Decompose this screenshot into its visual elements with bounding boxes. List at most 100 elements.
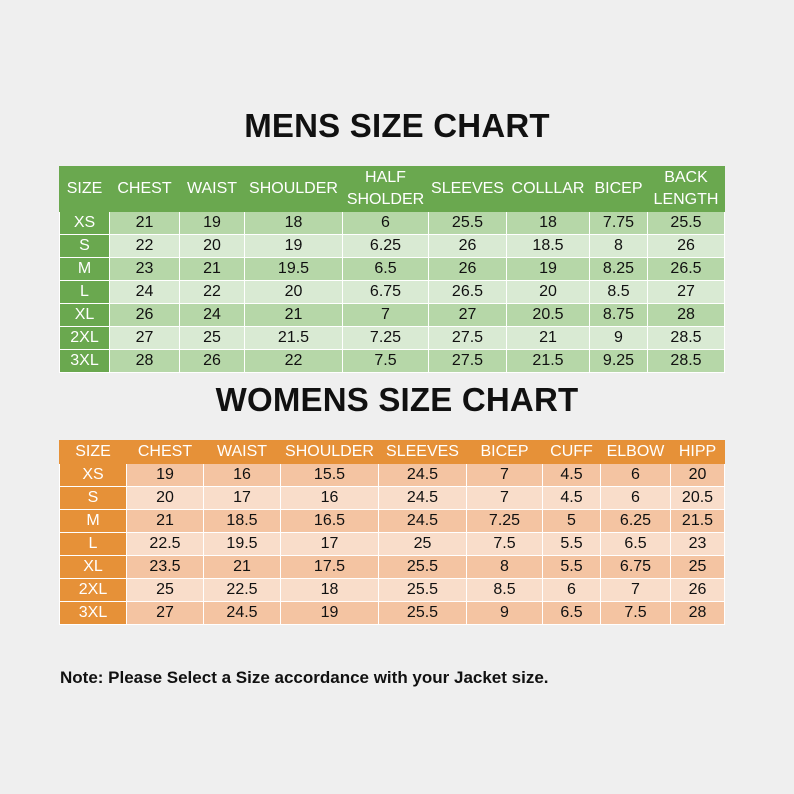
measurement-cell: 27.5 [428,349,507,373]
table-row: M 23 21 19.5 6.5 26 19 8.25 26.5 [59,257,725,281]
measurement-cell: 27 [126,601,204,625]
womens-column-header: SIZE [59,440,127,464]
measurement-cell: 21.5 [670,509,725,533]
measurement-cell: 7 [466,463,543,487]
table-row: XS 21 19 18 6 25.5 18 7.75 25.5 [59,211,725,235]
womens-column-header: CHEST [126,440,204,464]
measurement-cell: 23 [670,532,725,556]
measurement-cell: 26 [428,257,507,281]
size-label-cell: L [59,532,127,556]
measurement-cell: 25.5 [647,211,725,235]
measurement-cell: 8 [466,555,543,579]
table-row: S 20 17 16 24.5 7 4.5 6 20.5 [59,486,725,510]
size-label-cell: 3XL [59,601,127,625]
womens-column-header: SHOULDER [280,440,379,464]
measurement-cell: 19 [179,211,245,235]
measurement-cell: 25.5 [428,211,507,235]
size-label-cell: S [59,486,127,510]
measurement-cell: 8.25 [589,257,648,281]
womens-column-header: SLEEVES [378,440,467,464]
mens-header-row: SIZE CHEST WAIST SHOULDER HALF SHOLDER SLEEVE… [59,166,725,212]
measurement-cell: 7 [466,486,543,510]
measurement-cell: 6 [542,578,601,602]
measurement-cell: 9 [589,326,648,350]
measurement-cell: 7.75 [589,211,648,235]
measurement-cell: 26 [428,234,507,258]
table-row: 3XL 27 24.5 19 25.5 9 6.5 7.5 28 [59,601,725,625]
measurement-cell: 6.25 [600,509,671,533]
measurement-cell: 7.25 [466,509,543,533]
table-row: 2XL 25 22.5 18 25.5 8.5 6 7 26 [59,578,725,602]
size-label-cell: XL [59,555,127,579]
table-row: XL 26 24 21 7 27 20.5 8.75 28 [59,303,725,327]
measurement-cell: 20 [244,280,343,304]
measurement-cell: 7.25 [342,326,429,350]
measurement-cell: 21 [126,509,204,533]
measurement-cell: 22.5 [126,532,204,556]
measurement-cell: 9 [466,601,543,625]
measurement-cell: 25 [670,555,725,579]
measurement-cell: 17 [280,532,379,556]
womens-header-row: SIZE CHEST WAIST SHOULDER SLEEVES BICEP CUFF EL… [59,440,725,464]
measurement-cell: 20 [506,280,590,304]
measurement-cell: 4.5 [542,486,601,510]
mens-column-header: CHEST [109,166,180,212]
measurement-cell: 6 [600,486,671,510]
measurement-cell: 17 [203,486,281,510]
table-row: XL 23.5 21 17.5 25.5 8 5.5 6.75 25 [59,555,725,579]
measurement-cell: 16.5 [280,509,379,533]
measurement-cell: 22 [244,349,343,373]
mens-column-header: SIZE [59,166,110,212]
measurement-cell: 24.5 [378,486,467,510]
measurement-cell: 27 [109,326,180,350]
measurement-cell: 21 [506,326,590,350]
womens-column-header: ELBOW [600,440,671,464]
measurement-cell: 22 [109,234,180,258]
measurement-cell: 6 [600,463,671,487]
measurement-cell: 7.5 [342,349,429,373]
measurement-cell: 19 [126,463,204,487]
measurement-cell: 26 [670,578,725,602]
measurement-cell: 21 [244,303,343,327]
measurement-cell: 19 [244,234,343,258]
measurement-cell: 8 [589,234,648,258]
size-label-cell: XS [59,463,127,487]
measurement-cell: 27 [428,303,507,327]
measurement-cell: 4.5 [542,463,601,487]
size-label-cell: 2XL [59,326,110,350]
measurement-cell: 20 [126,486,204,510]
measurement-cell: 26 [109,303,180,327]
size-label-cell: 2XL [59,578,127,602]
measurement-cell: 26.5 [428,280,507,304]
size-label-cell: S [59,234,110,258]
measurement-cell: 6.75 [600,555,671,579]
womens-column-header: WAIST [203,440,281,464]
womens-column-header: CUFF [542,440,601,464]
size-label-cell: L [59,280,110,304]
table-row: S 22 20 19 6.25 26 18.5 8 26 [59,234,725,258]
measurement-cell: 28 [647,303,725,327]
measurement-cell: 7.5 [600,601,671,625]
measurement-cell: 18 [244,211,343,235]
measurement-cell: 20.5 [506,303,590,327]
table-row: XS 19 16 15.5 24.5 7 4.5 6 20 [59,463,725,487]
table-row: M 21 18.5 16.5 24.5 7.25 5 6.25 21.5 [59,509,725,533]
womens-column-header: HIPP [670,440,725,464]
measurement-cell: 16 [280,486,379,510]
measurement-cell: 28.5 [647,326,725,350]
measurement-cell: 24.5 [378,509,467,533]
measurement-cell: 6.5 [342,257,429,281]
measurement-cell: 26 [647,234,725,258]
mens-column-header: WAIST [179,166,245,212]
mens-column-header: BACK LENGTH [647,166,725,212]
measurement-cell: 18 [506,211,590,235]
mens-size-chart-title: MENS SIZE CHART [244,107,550,144]
measurement-cell: 20 [179,234,245,258]
measurement-cell: 8.75 [589,303,648,327]
measurement-cell: 25.5 [378,555,467,579]
measurement-cell: 6.75 [342,280,429,304]
measurement-cell: 28.5 [647,349,725,373]
measurement-cell: 19.5 [203,532,281,556]
measurement-cell: 20.5 [670,486,725,510]
table-row: L 24 22 20 6.75 26.5 20 8.5 27 [59,280,725,304]
